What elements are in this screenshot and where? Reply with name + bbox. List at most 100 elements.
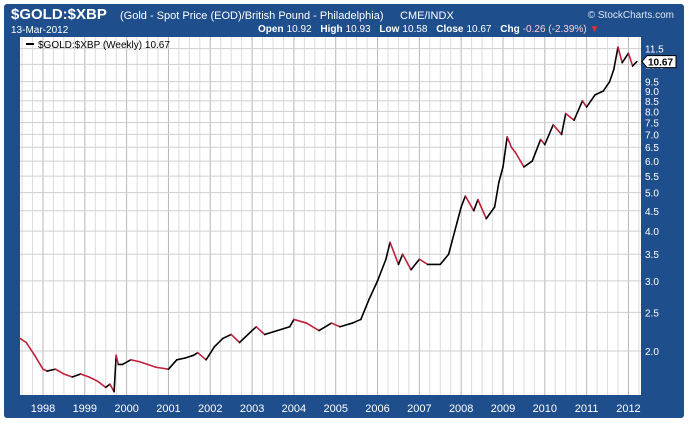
exchange-label: CME/INDX: [400, 10, 454, 22]
price-segment: [318, 322, 333, 332]
legend: $GOLD:$XBP (Weekly) 10.67: [26, 40, 170, 51]
price-segment: [293, 318, 308, 324]
last-value-label: 10.67: [648, 58, 673, 69]
y-tick-label: 8.0: [645, 107, 659, 118]
price-segment: [63, 373, 74, 378]
price-segment: [96, 380, 107, 389]
price-segment: [19, 337, 28, 344]
x-tick-label: 1998: [31, 403, 55, 415]
price-segment: [510, 146, 517, 154]
chart-subtitle: (Gold - Spot Price (EOD)/British Pound -…: [120, 10, 384, 22]
down-arrow-icon: ▼: [589, 24, 600, 35]
price-segment: [464, 195, 475, 212]
y-tick-label: 4.5: [645, 207, 659, 218]
price-segment: [113, 354, 117, 393]
price-segment: [205, 345, 216, 361]
y-tick-label: 9.0: [645, 87, 659, 98]
price-segment: [502, 136, 508, 168]
y-tick-label: 7.5: [645, 119, 659, 130]
price-segment: [627, 52, 634, 67]
last-value-tag-shape: [641, 55, 677, 69]
price-segment: [594, 90, 605, 96]
price-segment: [397, 253, 404, 266]
price-segment: [385, 241, 391, 261]
x-tick-label: 2004: [282, 403, 306, 415]
open-label: Open: [258, 24, 284, 35]
price-segment: [196, 351, 207, 361]
price-segment: [539, 138, 546, 146]
price-segment: [255, 325, 266, 336]
x-tick-label: 2000: [114, 403, 138, 415]
low-value: 10.58: [402, 24, 428, 35]
price-segment: [263, 329, 278, 336]
price-segment: [602, 80, 611, 92]
source-link[interactable]: © StockCharts.com: [587, 10, 674, 21]
price-segment: [213, 337, 224, 348]
y-tick-label: 4.0: [645, 227, 659, 238]
price-segment: [613, 46, 619, 71]
y-tick-label: 3.5: [645, 250, 659, 261]
price-segment: [617, 46, 623, 64]
y-tick-label: 6.0: [645, 157, 659, 168]
price-segment: [531, 138, 542, 162]
x-tick-label: 2007: [407, 403, 431, 415]
price-segment: [631, 60, 638, 67]
y-tick-label: 8.5: [645, 97, 659, 108]
price-segment: [115, 354, 120, 366]
price-segment: [54, 368, 65, 375]
price-segment: [418, 258, 429, 266]
price-segment: [167, 359, 178, 370]
y-tick-label: 5.5: [645, 172, 659, 183]
x-tick-label: 2012: [616, 403, 640, 415]
y-axis-tick-labels: 11.510.59.59.08.58.07.57.06.56.05.55.04.…: [645, 45, 665, 358]
price-segment: [514, 151, 525, 168]
price-segment: [621, 52, 630, 64]
x-tick-label: 2002: [198, 403, 222, 415]
price-segment: [138, 360, 149, 366]
price-segment: [79, 373, 90, 378]
price-segment: [25, 341, 36, 357]
high-value: 10.93: [345, 24, 371, 35]
price-segment: [389, 241, 400, 266]
price-segment: [360, 298, 370, 321]
chg-value: -0.26 (-2.39%): [522, 24, 587, 35]
price-segment: [155, 366, 170, 370]
price-segment: [401, 253, 412, 271]
price-segment: [439, 253, 450, 266]
price-segment: [376, 258, 387, 282]
x-tick-label: 2003: [240, 403, 264, 415]
price-segment: [305, 322, 320, 332]
price-segment: [585, 94, 596, 108]
price-series: [19, 46, 638, 393]
close-value: 10.67: [466, 24, 492, 35]
price-segment: [71, 373, 82, 378]
price-segment: [581, 100, 588, 108]
y-tick-label: 9.5: [645, 78, 659, 89]
price-segment: [460, 195, 467, 208]
ohlc-bar: Open 10.92 High 10.93 Low 10.58 Close 10.67 …: [252, 24, 600, 35]
price-segment: [330, 322, 341, 328]
y-tick-label: 2.0: [645, 347, 659, 358]
low-label: Low: [379, 24, 400, 35]
x-tick-label: 2010: [533, 403, 557, 415]
price-segment: [608, 68, 615, 83]
price-segment: [544, 124, 554, 146]
price-segment: [238, 329, 253, 344]
price-segment: [146, 363, 157, 369]
price-segment: [368, 280, 379, 300]
price-segment: [477, 198, 488, 220]
legend-label: $GOLD:$XBP (Weekly) 10.67: [38, 40, 170, 51]
price-segment: [493, 181, 500, 208]
price-segment: [564, 112, 575, 122]
plot-background: [20, 37, 641, 395]
price-segment: [184, 354, 195, 359]
y-tick-label: 11.5: [645, 45, 664, 56]
price-segment: [192, 351, 199, 357]
price-segment: [506, 136, 513, 149]
x-tick-label: 2008: [449, 403, 473, 415]
price-segment: [230, 333, 241, 344]
y-tick-label: 7.0: [645, 130, 659, 141]
price-segment: [456, 206, 462, 224]
price-segment: [288, 318, 295, 328]
